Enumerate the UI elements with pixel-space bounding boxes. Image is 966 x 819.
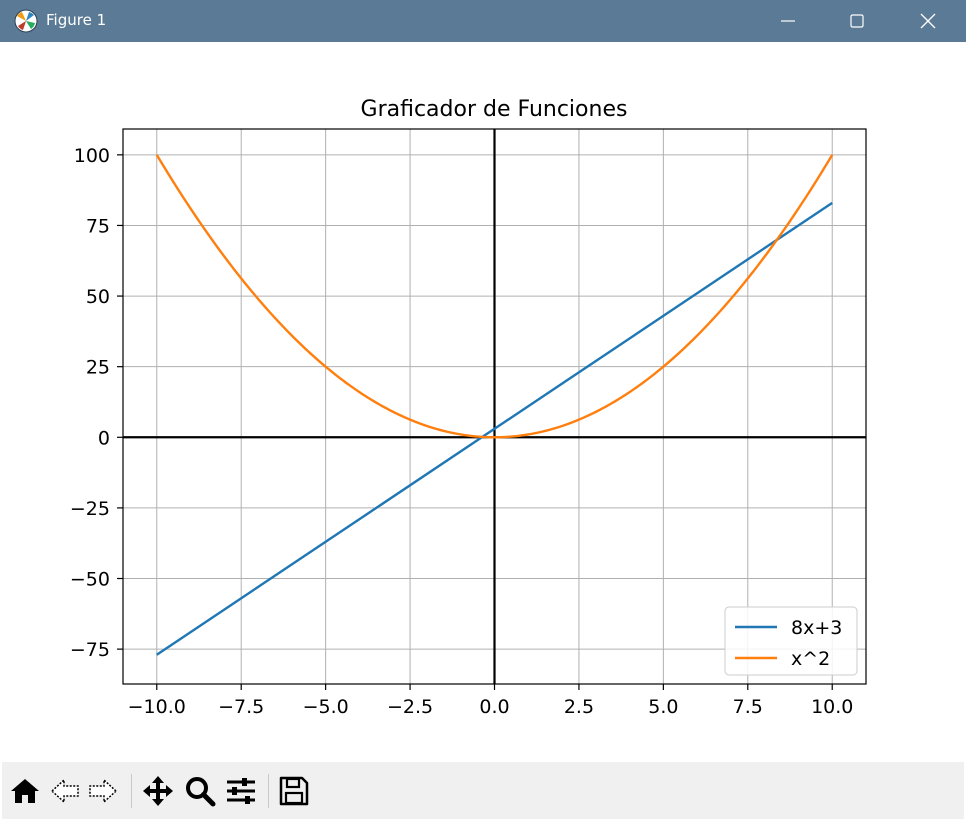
x-tick-label: 10.0 [811, 696, 853, 718]
x-tick-label: 0.0 [479, 696, 509, 718]
toolbar-separator [131, 774, 132, 808]
maximize-icon [850, 14, 864, 28]
figure-canvas[interactable]: Graficador de Funciones −10.0 −7.5 −5.0 −2.… [2, 42, 964, 762]
forward-button[interactable] [86, 774, 120, 808]
back-button[interactable] [48, 774, 82, 808]
y-tick-label: 25 [86, 357, 110, 379]
series-line-1 [156, 201, 833, 656]
matplotlib-logo-icon [14, 9, 38, 33]
window-titlebar: Figure 1 [0, 0, 966, 42]
y-tick-label: −25 [70, 498, 110, 520]
minimize-icon [781, 20, 795, 22]
navigation-toolbar [2, 762, 964, 819]
home-icon [11, 779, 39, 803]
legend[interactable]: 8x+3 x^2 [724, 606, 858, 676]
series-group [155, 154, 834, 656]
y-tick-label: 100 [74, 145, 110, 167]
configure-subplots-icon [227, 778, 255, 804]
save-button[interactable] [277, 774, 311, 808]
y-tick-label: 50 [86, 286, 110, 308]
y-tick-label: 75 [86, 215, 110, 237]
window-title: Figure 1 [46, 11, 107, 29]
pan-icon [143, 776, 173, 806]
x-tick-label: −2.5 [387, 696, 433, 718]
pan-button[interactable] [141, 774, 175, 808]
configure-subplots-button[interactable] [224, 774, 258, 808]
close-button[interactable] [901, 0, 955, 42]
back-arrow-icon [50, 778, 79, 804]
x-tick-label: 2.5 [564, 696, 594, 718]
chart-title: Graficador de Funciones [361, 97, 628, 122]
zero-axes-lines [123, 129, 866, 684]
minimize-button[interactable] [761, 0, 815, 42]
y-tick-label: −75 [70, 639, 110, 661]
y-tick-label: −50 [70, 569, 110, 591]
x-tick-label: 7.5 [733, 696, 763, 718]
y-tick-label: 0 [98, 427, 110, 449]
x-tick-label: −10.0 [128, 696, 186, 718]
x-tick-label: −7.5 [218, 696, 264, 718]
ticks: −10.0 −7.5 −5.0 −2.5 0.0 2.5 5.0 7.5 10.0 −75 −50 −… [70, 145, 853, 718]
x-tick-label: 5.0 [648, 696, 678, 718]
legend-label: x^2 [791, 648, 830, 670]
save-icon [279, 776, 309, 806]
forward-arrow-icon [89, 778, 118, 804]
plot-svg: Graficador de Funciones −10.0 −7.5 −5.0 −2.… [70, 97, 867, 718]
zoom-icon [186, 777, 216, 807]
home-button[interactable] [8, 774, 42, 808]
legend-label: 8x+3 [791, 617, 842, 639]
close-icon [920, 13, 936, 29]
toolbar-separator [268, 774, 269, 808]
series-line-2 [155, 154, 834, 439]
x-tick-label: −5.0 [303, 696, 349, 718]
zoom-button[interactable] [183, 774, 217, 808]
maximize-button[interactable] [830, 0, 884, 42]
